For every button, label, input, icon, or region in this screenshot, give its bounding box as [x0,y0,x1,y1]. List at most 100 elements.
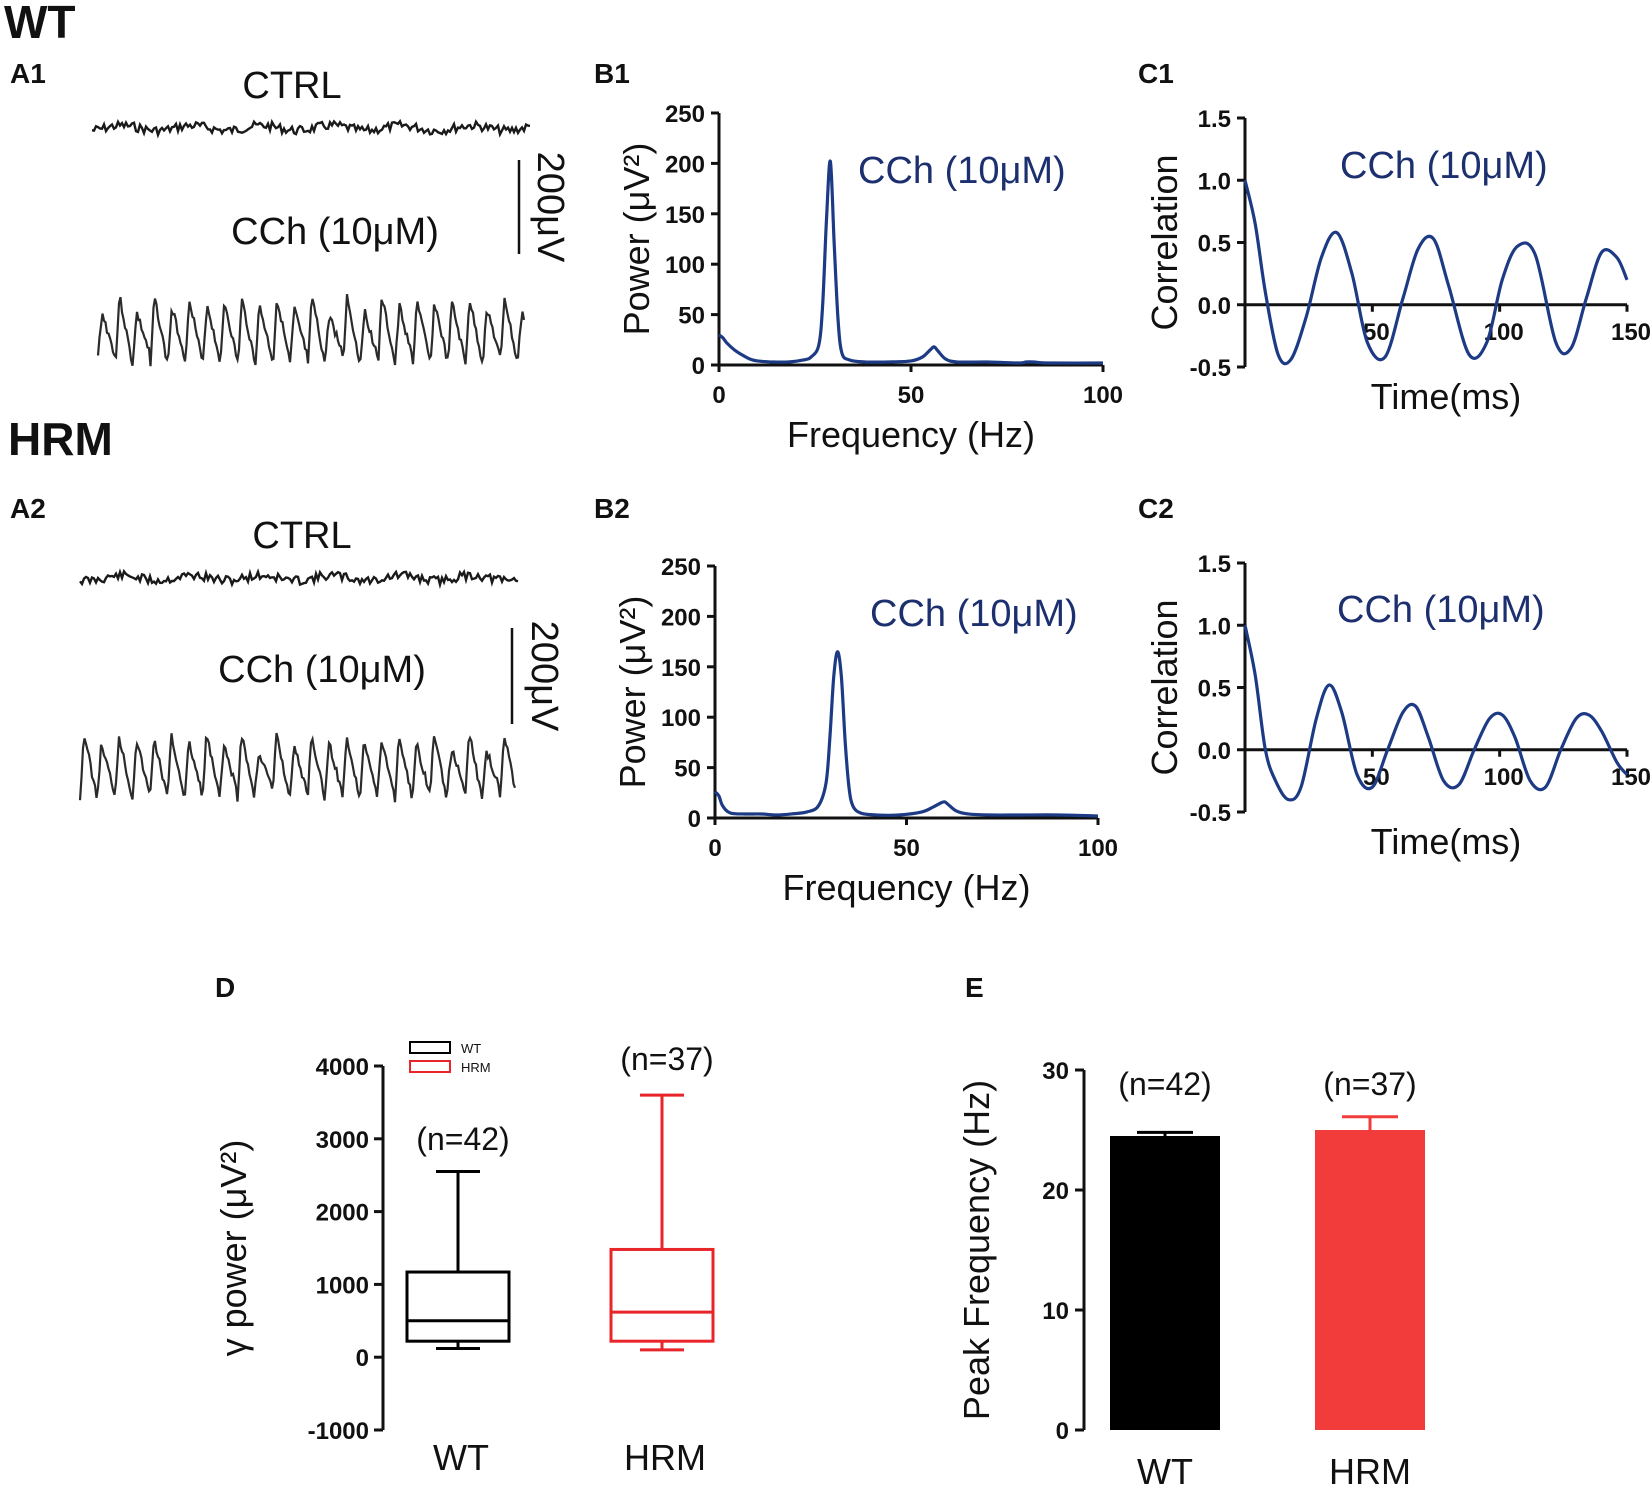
y-tick-label: -0.5 [1190,355,1231,382]
x-category-label: WT [433,1437,489,1478]
group-label-wt: WT [4,0,76,48]
bar-wt [1110,1136,1220,1430]
y-tick-label: 250 [661,554,701,581]
x-tick-label: 50 [893,835,920,862]
y-tick-label: 0.5 [1198,676,1231,703]
y-tick-label: 0 [356,1345,369,1372]
y-tick-label: 0.5 [1198,231,1231,258]
legend-swatch-hrm [409,1060,451,1073]
legend: WT HRM [409,1041,491,1075]
x-tick-label: 100 [1083,382,1123,409]
chart-d-gamma-power-boxplot: -1000 0 1000 2000 3000 4000 γ power (μV²) (n=42… [213,1041,715,1478]
y-tick-label: 150 [661,655,701,682]
n-label: (n=42) [1118,1066,1211,1102]
box-iqr [609,1247,715,1343]
autocorrelation-line [1243,179,1629,366]
chart-title: CCh (10μM) [870,593,1078,635]
x-category-label: HRM [1329,1451,1411,1490]
x-category-label: HRM [624,1437,706,1478]
y-axis-title: Power (μV²) [612,596,653,789]
x-tick-label: 50 [898,382,925,409]
a2-cch-trace [78,732,517,803]
panel-label-a1: A1 [10,58,46,89]
n-label: (n=37) [1323,1066,1416,1102]
y-tick-label: 150 [665,202,705,229]
y-tick-label: 200 [665,151,705,178]
box-iqr [405,1270,511,1343]
autocorrelation-line [1243,624,1629,802]
a1-scale-bar-label: 200μV [529,152,571,263]
chart-title: CCh (10μM) [1337,589,1545,631]
y-tick-label: 50 [678,303,705,330]
box-hrm [609,1093,715,1352]
chart-b1-power-spectrum: 0 50 100 150 200 250 0 50 100 CCh (10μM) Frequency… [616,101,1123,455]
chart-title: CCh (10μM) [858,150,1066,192]
a1-ctrl-label: CTRL [242,65,341,107]
y-axis-title: Correlation [1144,154,1185,330]
y-tick-label: 30 [1042,1058,1069,1085]
y-tick-label: 100 [665,252,705,279]
x-axis-title: Frequency (Hz) [782,867,1030,908]
panel-label-e: E [965,972,984,1003]
panel-label-c2: C2 [1138,493,1174,524]
y-axis-title: Peak Frequency (Hz) [956,1080,997,1420]
bar-hrm [1315,1130,1425,1430]
y-axis-title: γ power (μV²) [213,1140,254,1357]
x-axis-title: Time(ms) [1371,376,1522,417]
a2-ctrl-label: CTRL [252,515,351,557]
a1-ctrl-trace [91,118,531,139]
y-tick-label: 2000 [316,1200,369,1227]
a2-scale-bar-label: 200μV [523,621,565,732]
y-tick-label: 3000 [316,1127,369,1154]
y-tick-label: 0 [1056,1418,1069,1445]
y-tick-label: 1.5 [1198,106,1231,133]
chart-b2-power-spectrum: 0 50 100 150 200 250 0 50 100 CCh (10μM) Frequency… [612,554,1118,908]
chart-e-peak-frequency-bars: 0 10 20 30 Peak Frequency (Hz) (n=42) WT (n=37)… [956,1058,1425,1490]
panel-label-d: D [215,972,235,1003]
a2-ctrl-trace [79,568,519,590]
n-label: (n=42) [416,1121,509,1157]
x-axis-title: Frequency (Hz) [787,414,1035,455]
a2-cch-label: CCh (10μM) [218,649,426,691]
spectrum-line [718,159,1104,365]
y-tick-label: 1.5 [1198,551,1231,578]
x-tick-label: 150 [1611,764,1650,791]
y-tick-label: 50 [674,756,701,783]
x-tick-label: 150 [1611,319,1650,346]
y-tick-label: 0 [692,353,705,380]
y-axis-title: Power (μV²) [616,143,657,336]
group-label-hrm: HRM [8,413,113,465]
y-tick-label: 4000 [316,1054,369,1081]
panel-label-b2: B2 [594,493,630,524]
box-wt [405,1170,511,1350]
y-tick-label: 200 [661,604,701,631]
y-tick-label: 20 [1042,1178,1069,1205]
legend-label-hrm: HRM [461,1060,491,1075]
y-tick-label: 250 [665,101,705,128]
y-tick-label: 1.0 [1198,168,1231,195]
y-tick-label: 0.0 [1198,738,1231,765]
y-tick-label: -0.5 [1190,800,1231,827]
legend-swatch-wt [409,1041,451,1054]
chart-title: CCh (10μM) [1340,145,1548,187]
y-tick-label: 0.0 [1198,293,1231,320]
x-tick-label: 0 [708,835,721,862]
y-tick-label: 0 [688,806,701,833]
y-axis-title: Correlation [1144,599,1185,775]
panel-a1-traces: CTRL CCh (10μM) 200μV [91,65,571,367]
a1-cch-trace [96,294,526,367]
x-tick-label: 0 [712,382,725,409]
spectrum-line [713,650,1099,818]
y-tick-label: -1000 [308,1418,369,1445]
x-tick-label: 100 [1484,764,1524,791]
y-tick-label: 100 [661,705,701,732]
x-tick-label: 100 [1078,835,1118,862]
n-label: (n=37) [620,1041,713,1077]
panel-label-b1: B1 [594,58,630,89]
y-tick-label: 10 [1042,1298,1069,1325]
x-category-label: WT [1137,1451,1193,1490]
x-axis-title: Time(ms) [1371,821,1522,862]
